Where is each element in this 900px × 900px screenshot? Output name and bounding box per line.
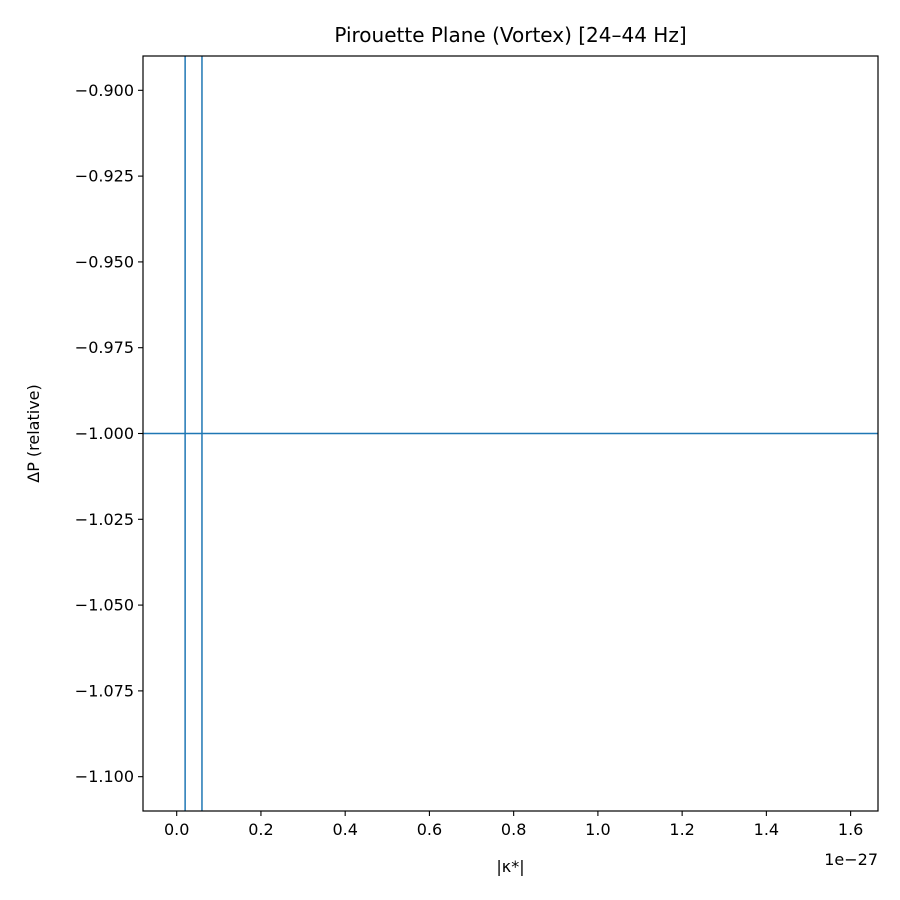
y-tick-label: −0.975	[75, 338, 134, 357]
x-tick-label: 0.0	[164, 820, 189, 839]
x-tick-label: 1.2	[669, 820, 694, 839]
x-tick-label: 0.6	[417, 820, 442, 839]
x-tick-label: 0.8	[501, 820, 526, 839]
y-ticks: −0.900 −0.925 −0.950 −0.975 −1.000 −1.025 −1.0…	[75, 81, 143, 786]
x-tick-label: 1.4	[754, 820, 779, 839]
plot-lines	[143, 56, 878, 811]
x-tick-label: 1.0	[585, 820, 610, 839]
y-tick-label: −0.900	[75, 81, 134, 100]
x-tick-label: 0.4	[332, 820, 357, 839]
y-tick-label: −0.925	[75, 167, 134, 186]
x-tick-label: 0.2	[248, 820, 273, 839]
y-tick-label: −1.075	[75, 681, 134, 700]
x-tick-label: 1.6	[838, 820, 863, 839]
x-axis-label: |κ*|	[496, 857, 524, 876]
x-axis-offset-text: 1e−27	[824, 850, 878, 869]
y-tick-label: −1.025	[75, 510, 134, 529]
y-axis-label: ΔP (relative)	[24, 384, 43, 483]
y-tick-label: −1.000	[75, 424, 134, 443]
y-tick-label: −1.050	[75, 596, 134, 615]
chart-title: Pirouette Plane (Vortex) [24–44 Hz]	[334, 23, 686, 47]
x-ticks: 0.0 0.2 0.4 0.6 0.8 1.0 1.2 1.4 1.6	[164, 811, 863, 839]
y-tick-label: −0.950	[75, 252, 134, 271]
y-tick-label: −1.100	[75, 767, 134, 786]
